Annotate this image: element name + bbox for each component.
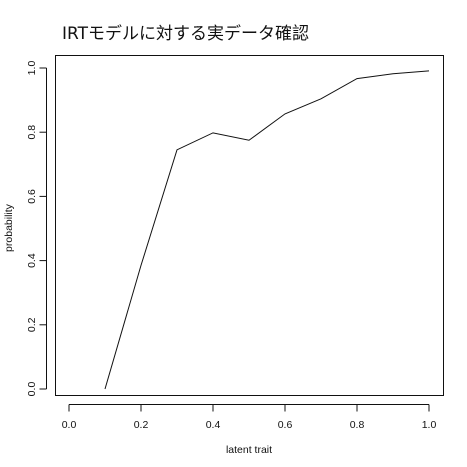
y-axis-label: probability [3,203,15,252]
y-tick-label: 0.4 [26,253,38,268]
y-tick-label: 1.0 [26,61,38,76]
y-tick-label: 0.6 [26,189,38,204]
x-axis-ticks: 0.0 0.2 0.4 0.6 0.8 1.0 [62,404,437,431]
y-tick-label: 0.0 [26,382,38,397]
series-line [104,70,430,390]
y-axis-ticks: 0.0 0.2 0.4 0.6 0.8 1.0 [26,61,47,397]
x-tick-label: 0.8 [350,419,365,431]
series-layer [104,70,430,390]
x-axis-label: latent trait [226,444,272,456]
y-tick-label: 0.8 [26,125,38,140]
x-tick-label: 1.0 [422,419,437,431]
x-tick-label: 0.0 [62,419,77,431]
y-tick-label: 0.2 [26,317,38,332]
plot-frame [55,55,444,396]
x-tick-label: 0.2 [134,419,149,431]
x-tick-label: 0.6 [278,419,293,431]
chart-title: IRTモデルに対する実データ確認 [62,23,309,44]
x-tick-label: 0.4 [206,419,221,431]
